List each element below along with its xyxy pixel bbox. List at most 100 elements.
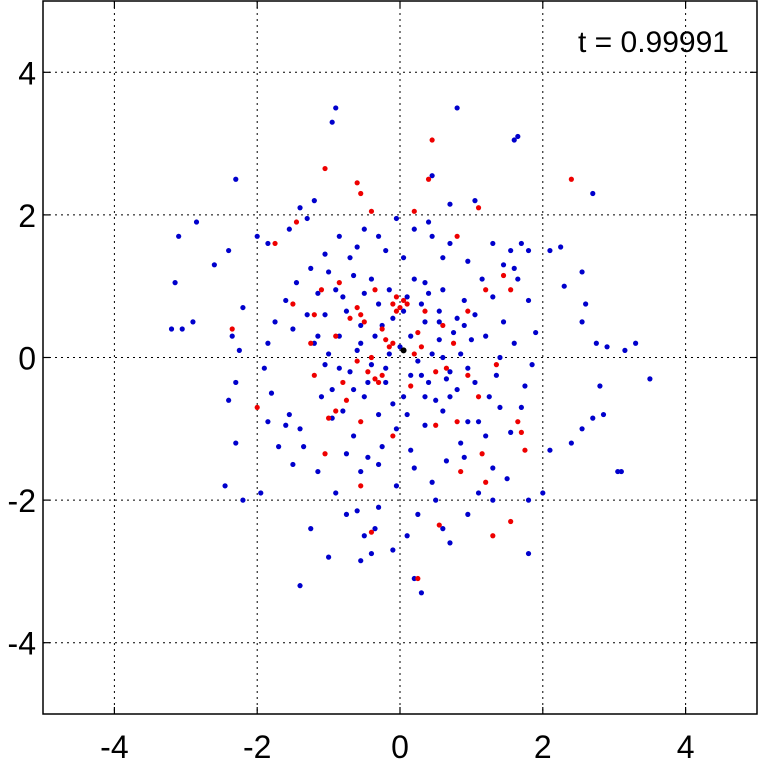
scatter-point-red <box>475 205 482 211</box>
scatter-point-red <box>568 176 574 182</box>
scatter-point-blue <box>511 265 517 271</box>
scatter-point-red <box>308 340 314 346</box>
scatter-point-blue <box>422 422 428 428</box>
scatter-point-red <box>293 219 300 225</box>
scatter-point-red <box>326 415 332 421</box>
scatter-point-blue <box>579 426 585 432</box>
scatter-point-blue <box>233 379 239 386</box>
scatter-point-blue <box>168 326 175 332</box>
scatter-point-blue <box>375 411 382 418</box>
scatter-point-blue <box>415 511 421 517</box>
scatter-point-blue <box>308 526 314 532</box>
scatter-point-blue <box>429 173 435 179</box>
scatter-point-blue <box>393 426 400 432</box>
scatter-point-blue <box>333 105 339 111</box>
scatter-point-blue <box>447 369 453 375</box>
scatter-point-blue <box>265 240 271 247</box>
tick-marks <box>43 1 757 714</box>
scatter-point-red <box>450 340 457 346</box>
scatter-point-blue <box>293 280 300 286</box>
scatter-point-blue <box>297 426 303 432</box>
scatter-point-blue <box>511 340 517 346</box>
scatter-point-blue <box>172 280 178 286</box>
scatter-point-blue <box>458 440 464 446</box>
scatter-point-red <box>411 351 417 357</box>
scatter-point-red <box>425 176 432 182</box>
scatter-point-red <box>358 190 364 197</box>
scatter-point-blue <box>286 226 292 232</box>
scatter-point-blue <box>315 290 321 296</box>
scatter-point-red <box>522 447 528 453</box>
scatter-point-blue <box>497 354 503 361</box>
scatter-point-blue <box>525 497 532 503</box>
scatter-point-blue <box>390 401 396 407</box>
scatter-point-blue <box>386 287 392 293</box>
scatter-point-blue <box>415 358 421 364</box>
scatter-point-blue <box>233 176 239 182</box>
scatter-point-red <box>333 408 339 414</box>
scatter-point-blue <box>326 554 332 560</box>
scatter-point-blue <box>590 415 596 421</box>
scatter-point-blue <box>422 319 428 325</box>
scatter-point-blue <box>425 290 432 296</box>
scatter-point-red <box>383 337 389 343</box>
scatter-point-blue <box>358 558 364 564</box>
scatter-point-blue <box>597 383 603 389</box>
scatter-point-blue <box>340 294 346 300</box>
scatter-point-blue <box>347 369 353 375</box>
scatter-point-blue <box>447 201 453 207</box>
scatter-point-blue <box>593 340 599 346</box>
scatter-point-red <box>229 326 235 332</box>
scatter-point-blue <box>497 404 503 411</box>
scatter-point-blue <box>350 386 357 393</box>
scatter-point-blue <box>465 258 471 264</box>
scatter-point-blue <box>436 308 442 314</box>
y-tick-label: 0 <box>18 341 36 377</box>
scatter-point-red <box>479 451 485 457</box>
scatter-point-blue <box>322 312 328 318</box>
scatter-point-blue <box>440 354 446 361</box>
scatter-point-blue <box>297 205 303 211</box>
scatter-point-red <box>508 518 514 525</box>
scatter-point-blue <box>318 394 325 400</box>
scatter-point-blue <box>326 269 332 275</box>
scatter-point-red <box>393 308 400 314</box>
scatter-point-blue <box>261 365 267 371</box>
scatter-point-red <box>365 369 371 375</box>
scatter-point-red <box>358 312 364 318</box>
scatter-point-red <box>518 429 524 435</box>
scatter-point-blue <box>290 326 296 332</box>
scatter-point-blue <box>440 526 446 532</box>
scatter-point-blue <box>375 461 382 468</box>
scatter-point-red <box>429 137 435 143</box>
scatter-point-blue <box>418 590 425 596</box>
scatter-point-blue <box>322 362 328 368</box>
scatter-point-blue <box>315 333 321 339</box>
scatter-point-blue <box>411 226 417 232</box>
scatter-point-blue <box>429 233 435 239</box>
scatter-point-blue <box>404 294 410 300</box>
scatter-point-blue <box>265 340 271 346</box>
scatter-point-blue <box>340 408 346 414</box>
scatter-point-blue <box>518 240 524 247</box>
scatter-point-blue <box>229 333 235 339</box>
scatter-point-red <box>483 479 489 485</box>
scatter-point-red <box>500 272 507 279</box>
scatter-point-blue <box>486 394 492 400</box>
scatter-point-red <box>454 419 460 425</box>
scatter-point-blue <box>425 379 432 386</box>
scatter-point-red <box>347 315 353 321</box>
scatter-point-blue <box>568 440 574 446</box>
scatter-point-blue <box>304 215 310 222</box>
scatter-point-red <box>254 404 260 411</box>
scatter-point-red <box>358 483 364 489</box>
scatter-point-red <box>443 365 450 371</box>
scatter-point-blue <box>454 105 460 111</box>
data-points <box>168 105 653 596</box>
scatter-point-blue <box>176 233 182 239</box>
scatter-point-blue <box>422 394 428 400</box>
scatter-point-red <box>415 329 421 336</box>
scatter-point-red <box>358 419 364 425</box>
scatter-point-blue <box>515 276 521 282</box>
scatter-point-blue <box>336 365 342 371</box>
